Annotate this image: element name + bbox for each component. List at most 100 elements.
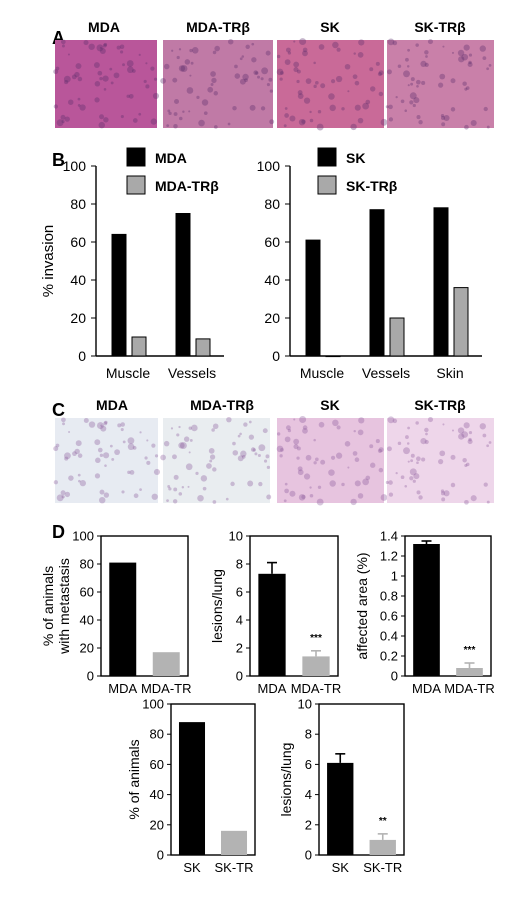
tissue-texture xyxy=(303,473,311,480)
tissue-texture xyxy=(287,428,292,433)
tissue-texture xyxy=(120,50,124,54)
tissue-texture xyxy=(178,442,185,449)
tissue-texture xyxy=(173,487,178,492)
tissue-texture xyxy=(127,437,135,445)
tissue-texture xyxy=(117,423,122,428)
tissue-texture xyxy=(461,53,469,61)
tissue-texture xyxy=(309,110,312,114)
tissue-texture xyxy=(284,436,291,443)
tissue-texture xyxy=(176,433,180,437)
plot-frame xyxy=(318,703,405,856)
y-tick-label: 4 xyxy=(305,787,312,802)
tissue-texture xyxy=(153,77,158,81)
tissue-texture xyxy=(269,89,273,93)
tissue-texture xyxy=(385,105,389,109)
y-tick-label: 100 xyxy=(142,697,164,712)
y-tick-label: 20 xyxy=(80,641,94,656)
tissue-texture xyxy=(111,457,115,461)
tissue-texture xyxy=(305,78,312,84)
tissue-texture xyxy=(332,419,339,427)
tissue-texture xyxy=(318,421,325,428)
tissue-texture xyxy=(163,440,170,447)
tissue-texture xyxy=(131,69,136,73)
tissue-texture xyxy=(74,448,80,455)
tissue-texture xyxy=(301,494,306,500)
tissue-texture xyxy=(64,491,71,498)
panel-c-label-2: MDA-TRβ xyxy=(190,397,254,413)
tissue-texture xyxy=(458,433,465,440)
tissue-texture xyxy=(99,114,105,120)
tissue-texture xyxy=(114,449,121,456)
tissue-texture xyxy=(377,71,383,77)
panel-c-letter: C xyxy=(52,400,65,420)
tissue-texture xyxy=(88,421,96,428)
tissue-texture xyxy=(150,66,155,71)
tissue-texture xyxy=(212,50,217,55)
tissue-texture xyxy=(296,79,300,84)
tissue-texture xyxy=(424,50,429,55)
tissue-texture xyxy=(297,469,304,476)
tissue-texture xyxy=(109,67,113,71)
tissue-texture xyxy=(421,457,426,462)
tissue-texture xyxy=(353,429,356,433)
bar-muscle-trb xyxy=(325,355,341,358)
y-tick-label: 60 xyxy=(70,234,86,250)
tissue-texture xyxy=(418,120,423,125)
tissue-texture xyxy=(365,99,371,105)
tissue-texture xyxy=(341,482,345,487)
tissue-texture xyxy=(97,70,103,76)
y-tick-label: 4 xyxy=(236,613,243,628)
tissue-texture xyxy=(442,45,445,48)
tissue-texture xyxy=(188,426,192,430)
x-tick-label: SK xyxy=(332,860,350,875)
tissue-texture xyxy=(261,67,269,75)
legend-swatch xyxy=(317,147,337,167)
tissue-texture xyxy=(370,462,376,468)
tissue-texture xyxy=(285,47,291,53)
tissue-texture xyxy=(206,463,212,469)
tissue-texture xyxy=(99,453,104,458)
tissue-texture xyxy=(187,485,190,488)
tissue-texture xyxy=(424,439,429,445)
tissue-texture xyxy=(145,62,148,65)
tissue-texture xyxy=(173,474,179,480)
tissue-texture xyxy=(403,70,410,78)
tissue-texture xyxy=(407,84,410,87)
tissue-texture xyxy=(357,493,364,499)
tissue-texture xyxy=(88,43,95,50)
tissue-texture xyxy=(174,98,180,104)
tissue-texture xyxy=(202,486,207,491)
tissue-texture xyxy=(482,56,487,61)
tissue-texture xyxy=(320,83,326,89)
tissue-texture xyxy=(102,452,110,459)
tissue-texture xyxy=(450,78,456,84)
tissue-texture xyxy=(385,480,389,485)
tissue-texture xyxy=(357,429,364,436)
tissue-texture xyxy=(55,66,60,71)
y-tick-label: 40 xyxy=(70,272,86,288)
tissue-texture xyxy=(335,75,343,83)
tissue-texture xyxy=(127,443,135,451)
tissue-texture xyxy=(464,463,468,468)
tissue-texture xyxy=(413,97,420,104)
y-axis-label: lesions/lung xyxy=(209,569,225,643)
tissue-texture xyxy=(143,79,147,84)
tissue-texture xyxy=(388,480,393,485)
tissue-texture xyxy=(94,439,101,446)
tissue-texture xyxy=(353,52,356,55)
tissue-texture xyxy=(468,430,473,435)
tissue-texture xyxy=(211,77,217,84)
tissue-texture xyxy=(188,451,191,454)
y-tick-label: 6 xyxy=(236,585,243,600)
tissue-texture xyxy=(265,454,270,459)
tissue-texture xyxy=(279,77,283,81)
tissue-texture xyxy=(191,47,199,54)
tissue-texture xyxy=(99,496,106,504)
tissue-texture xyxy=(99,489,105,495)
tissue-texture xyxy=(410,459,414,463)
tissue-texture xyxy=(416,84,419,88)
significance-marker: ** xyxy=(379,816,387,827)
tissue-texture xyxy=(191,424,198,432)
tissue-texture xyxy=(173,124,178,129)
